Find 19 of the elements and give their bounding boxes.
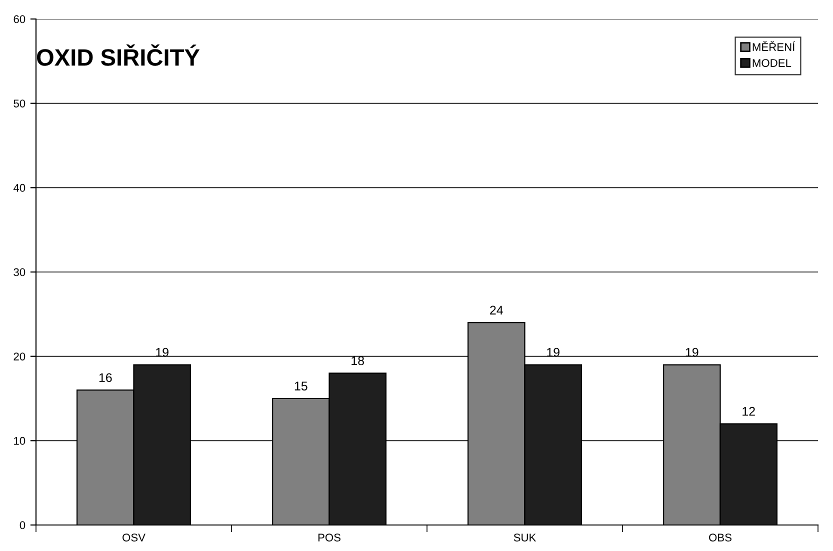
x-tick-label: OBS	[709, 534, 732, 542]
x-tick-label: POS	[318, 534, 340, 542]
y-tick-label: 30	[14, 268, 26, 276]
data-label: 18	[352, 356, 364, 366]
legend-label: MODEL	[752, 59, 792, 67]
x-tick-label: SUK	[514, 534, 536, 542]
data-label: 16	[99, 373, 112, 382]
data-label: 24	[490, 306, 503, 314]
y-tick-label: 0	[20, 521, 26, 530]
text: OXID SIŘIČITÝ	[36, 44, 200, 66]
y-tick-label: 20	[14, 352, 26, 360]
x-tick-label: OSV	[122, 534, 146, 542]
legend-label: MĚŘENÍ	[752, 41, 796, 51]
y-tick-label: 10	[14, 436, 26, 445]
data-label: 15	[294, 382, 308, 390]
data-label: 12	[742, 406, 755, 416]
y-tick-label: 50	[14, 100, 26, 108]
y-tick-label: 40	[13, 184, 26, 192]
y-tick-label: 60	[14, 15, 26, 24]
